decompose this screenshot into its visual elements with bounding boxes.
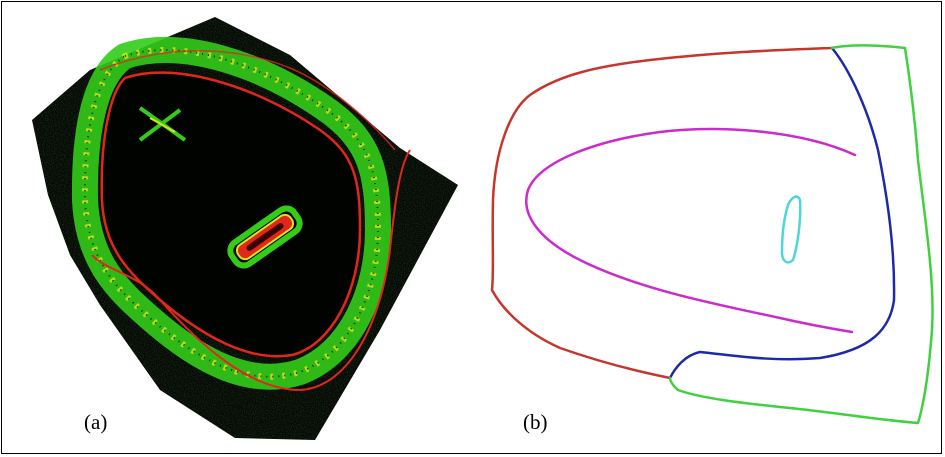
panel-b-outer-left-contour bbox=[490, 46, 834, 380]
panel-b-outer-right-contour bbox=[668, 46, 896, 380]
panel-a-outer-contour bbox=[91, 149, 411, 392]
panel-b-inner-curve bbox=[525, 127, 857, 334]
panel-b-image bbox=[490, 44, 934, 425]
panel-a-image bbox=[32, 17, 458, 440]
panel-a-cross-mark bbox=[138, 106, 187, 142]
panel-a-inner-contour bbox=[100, 71, 362, 358]
panel-a-caption: (a) bbox=[84, 410, 108, 434]
panel-b-small-loop bbox=[780, 195, 802, 264]
panel-a-rect-object bbox=[227, 205, 303, 269]
panel-b-outer-bottom-contour bbox=[668, 44, 934, 425]
panel-b-caption: (b) bbox=[523, 410, 548, 434]
